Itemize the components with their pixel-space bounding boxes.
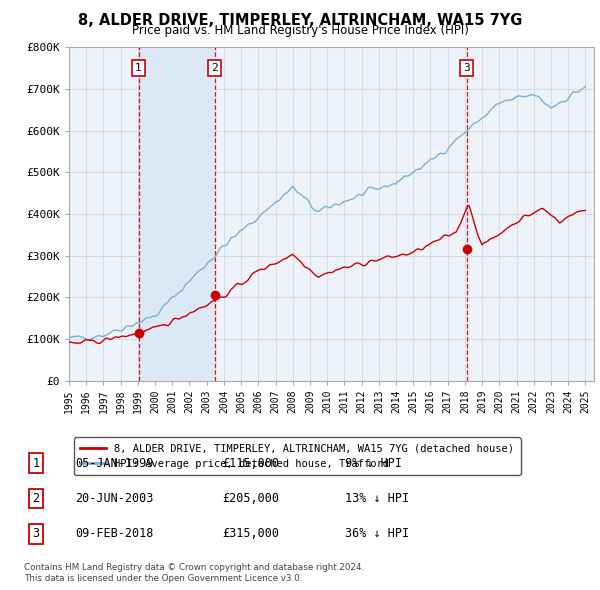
Text: £115,000: £115,000 <box>222 457 279 470</box>
Text: 3: 3 <box>32 527 40 540</box>
Text: 36% ↓ HPI: 36% ↓ HPI <box>345 527 409 540</box>
Text: 1: 1 <box>32 457 40 470</box>
Text: 13% ↓ HPI: 13% ↓ HPI <box>345 492 409 505</box>
Legend: 8, ALDER DRIVE, TIMPERLEY, ALTRINCHAM, WA15 7YG (detached house), HPI: Average p: 8, ALDER DRIVE, TIMPERLEY, ALTRINCHAM, W… <box>74 437 521 475</box>
Text: Contains HM Land Registry data © Crown copyright and database right 2024.: Contains HM Land Registry data © Crown c… <box>24 563 364 572</box>
Text: 1: 1 <box>135 63 142 73</box>
Text: 8, ALDER DRIVE, TIMPERLEY, ALTRINCHAM, WA15 7YG: 8, ALDER DRIVE, TIMPERLEY, ALTRINCHAM, W… <box>78 13 522 28</box>
Text: 3: 3 <box>463 63 470 73</box>
Text: 2: 2 <box>211 63 218 73</box>
Text: Price paid vs. HM Land Registry's House Price Index (HPI): Price paid vs. HM Land Registry's House … <box>131 24 469 37</box>
Text: £315,000: £315,000 <box>222 527 279 540</box>
Text: This data is licensed under the Open Government Licence v3.0.: This data is licensed under the Open Gov… <box>24 574 302 583</box>
Text: 09-FEB-2018: 09-FEB-2018 <box>75 527 154 540</box>
Bar <box>139 47 215 381</box>
Text: £205,000: £205,000 <box>222 492 279 505</box>
Text: 9% ↓ HPI: 9% ↓ HPI <box>345 457 402 470</box>
Text: 20-JUN-2003: 20-JUN-2003 <box>75 492 154 505</box>
Text: 05-JAN-1999: 05-JAN-1999 <box>75 457 154 470</box>
Text: 2: 2 <box>32 492 40 505</box>
